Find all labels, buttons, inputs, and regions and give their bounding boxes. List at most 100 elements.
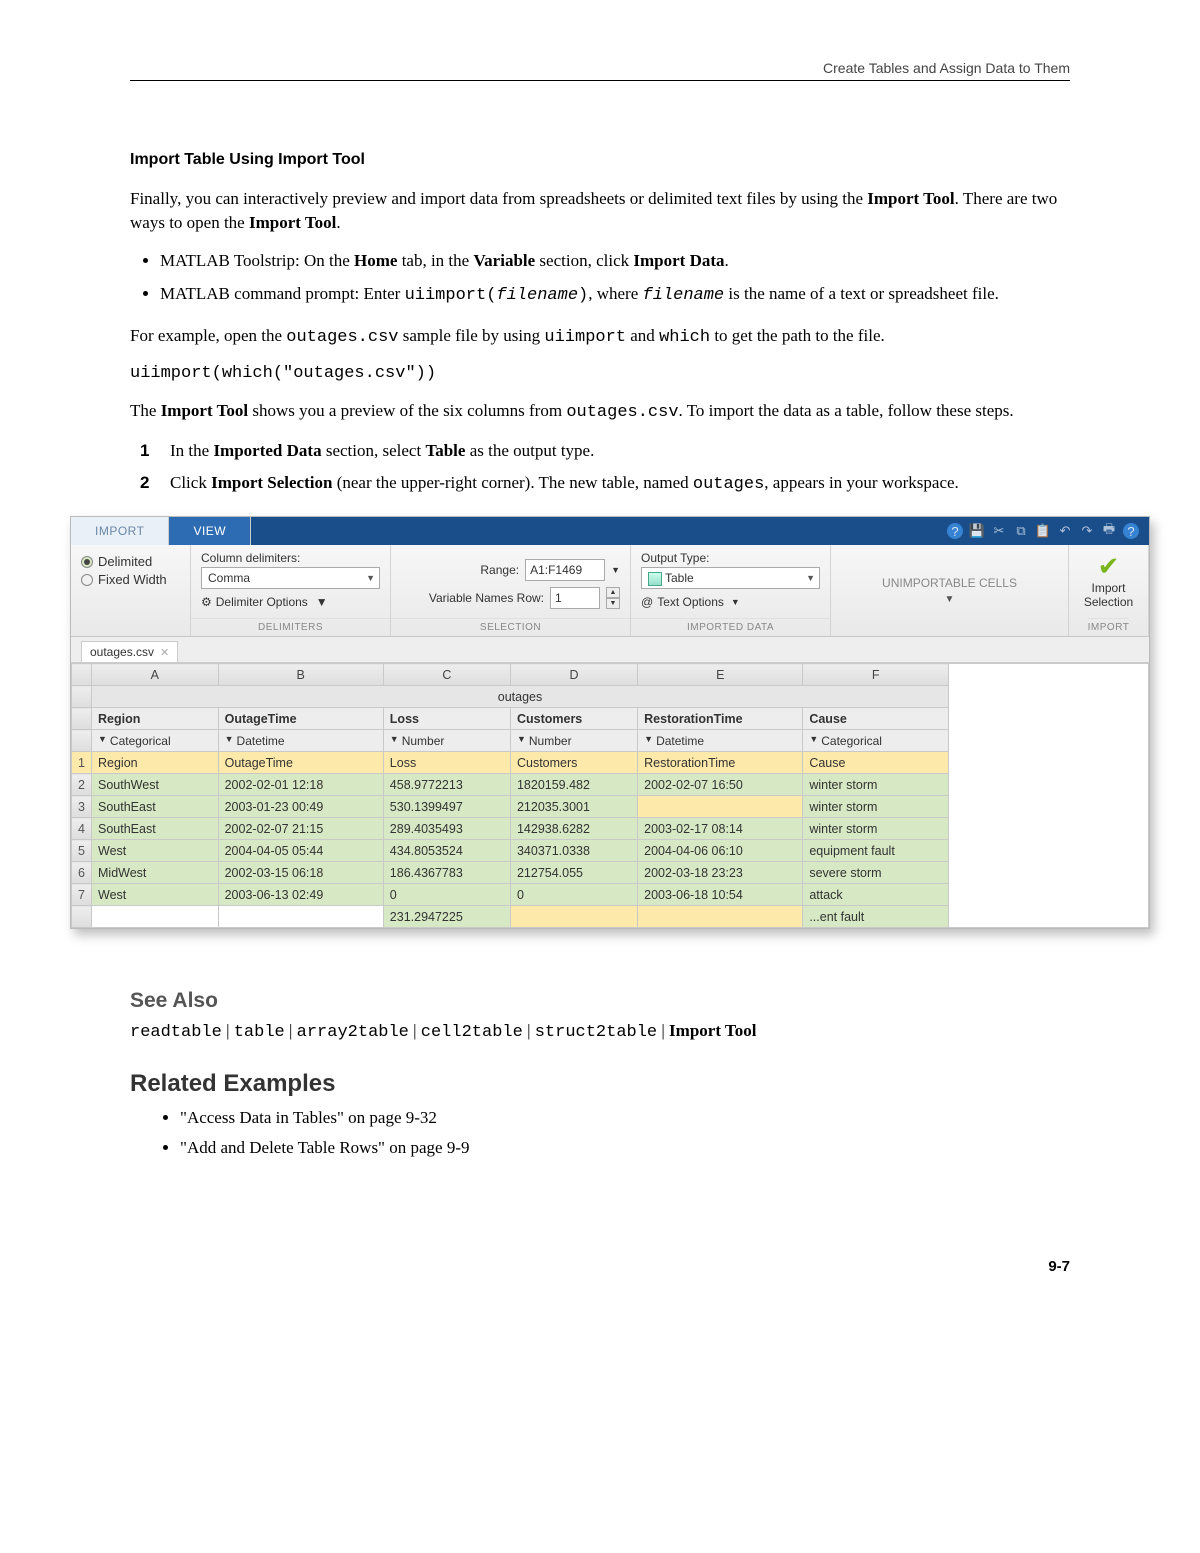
data-cell[interactable]: MidWest (92, 862, 219, 884)
section-title: Import Table Using Import Tool (130, 151, 1070, 169)
undo-icon[interactable]: ↶ (1057, 523, 1073, 539)
tab-import[interactable]: IMPORT (71, 517, 169, 545)
data-cell[interactable]: OutageTime (218, 752, 383, 774)
tab-view[interactable]: VIEW (169, 517, 251, 545)
type-dropdown[interactable]: ▼Categorical (803, 730, 949, 752)
output-type-label: Output Type: (641, 551, 820, 565)
col-delim-label: Column delimiters: (201, 551, 380, 565)
data-cell[interactable]: Customers (510, 752, 637, 774)
type-dropdown[interactable]: ▼Categorical (92, 730, 219, 752)
cut-icon[interactable]: ✂ (991, 523, 1007, 539)
data-cell[interactable]: Cause (803, 752, 949, 774)
data-cell[interactable]: severe storm (803, 862, 949, 884)
col-delim-dropdown[interactable]: Comma▼ (201, 567, 380, 589)
text-options-link[interactable]: @Text Options▼ (641, 595, 820, 609)
data-cell[interactable]: equipment fault (803, 840, 949, 862)
data-cell[interactable]: 0 (510, 884, 637, 906)
data-cell[interactable]: 2002-02-01 12:18 (218, 774, 383, 796)
file-tab[interactable]: outages.csv✕ (81, 641, 178, 662)
range-input[interactable]: A1:F1469 (525, 559, 605, 581)
related-link[interactable]: "Add and Delete Table Rows" on page 9-9 (180, 1138, 1070, 1158)
data-cell[interactable]: 340371.0338 (510, 840, 637, 862)
help-icon[interactable]: ? (947, 523, 963, 539)
redo-icon[interactable]: ↷ (1079, 523, 1095, 539)
help2-icon[interactable]: ? (1123, 523, 1139, 539)
data-cell[interactable]: 289.4035493 (383, 818, 510, 840)
type-dropdown[interactable]: ▼Datetime (638, 730, 803, 752)
data-cell[interactable]: 1820159.482 (510, 774, 637, 796)
type-dropdown[interactable]: ▼Number (510, 730, 637, 752)
copy-icon[interactable]: ⧉ (1013, 523, 1029, 539)
data-cell: 231.2947225 (383, 906, 510, 928)
var-header[interactable]: Loss (383, 708, 510, 730)
data-cell[interactable]: winter storm (803, 774, 949, 796)
data-cell[interactable]: SouthEast (92, 796, 219, 818)
row-number: 6 (72, 862, 92, 884)
import-selection-icon[interactable]: ✔ (1079, 551, 1138, 582)
data-cell[interactable]: 2002-03-18 23:23 (638, 862, 803, 884)
var-header[interactable]: Region (92, 708, 219, 730)
data-cell[interactable]: 2003-06-18 10:54 (638, 884, 803, 906)
data-cell[interactable]: SouthEast (92, 818, 219, 840)
data-cell[interactable]: West (92, 884, 219, 906)
data-cell[interactable]: 2002-02-07 16:50 (638, 774, 803, 796)
var-header[interactable]: Cause (803, 708, 949, 730)
ribbon-unimportable-group: UNIMPORTABLE CELLS ▼ (831, 545, 1069, 636)
import-selection-button[interactable]: Import Selection (1079, 582, 1138, 608)
radio-fixed-width[interactable]: Fixed Width (81, 572, 180, 587)
see-also-link[interactable]: Import Tool (669, 1021, 756, 1040)
output-type-dropdown[interactable]: Table▼ (641, 567, 820, 589)
data-cell[interactable]: 142938.6282 (510, 818, 637, 840)
data-cell[interactable]: 2002-03-15 06:18 (218, 862, 383, 884)
code-block-1: uiimport(which("outages.csv")) (130, 364, 1070, 383)
see-also-link[interactable]: readtable (130, 1023, 222, 1042)
save-icon[interactable]: 💾 (969, 523, 985, 539)
ribbon-filetype-group: Delimited Fixed Width (71, 545, 191, 636)
close-icon[interactable]: ✕ (160, 646, 169, 659)
delimiter-options-link[interactable]: ⚙Delimiter Options▼ (201, 595, 380, 609)
data-cell[interactable]: 2003-06-13 02:49 (218, 884, 383, 906)
data-cell[interactable]: 458.9772213 (383, 774, 510, 796)
data-cell[interactable]: winter storm (803, 796, 949, 818)
data-cell[interactable]: 530.1399497 (383, 796, 510, 818)
varnames-input[interactable]: 1 (550, 587, 600, 609)
at-icon: @ (641, 595, 653, 609)
data-cell[interactable]: 212754.055 (510, 862, 637, 884)
data-cell[interactable]: 0 (383, 884, 510, 906)
data-cell[interactable]: Loss (383, 752, 510, 774)
varnames-spinner[interactable]: ▲▼ (606, 587, 620, 609)
var-header[interactable]: OutageTime (218, 708, 383, 730)
data-cell[interactable]: Region (92, 752, 219, 774)
see-also-link[interactable]: struct2table (535, 1023, 657, 1042)
var-header[interactable]: Customers (510, 708, 637, 730)
data-cell[interactable]: West (92, 840, 219, 862)
data-cell[interactable]: attack (803, 884, 949, 906)
data-cell[interactable]: 186.4367783 (383, 862, 510, 884)
see-also-link[interactable]: array2table (297, 1023, 409, 1042)
paste-icon[interactable]: 📋 (1035, 523, 1051, 539)
data-cell[interactable]: 2003-02-17 08:14 (638, 818, 803, 840)
type-dropdown[interactable]: ▼Datetime (218, 730, 383, 752)
unimportable-dropdown-icon[interactable]: ▼ (882, 594, 1017, 605)
data-cell[interactable]: 434.8053524 (383, 840, 510, 862)
see-also-link[interactable]: cell2table (421, 1023, 523, 1042)
quick-access-toolbar: ? 💾 ✂ ⧉ 📋 ↶ ↷ 🖶 ? (947, 517, 1149, 545)
data-cell[interactable]: 2002-02-07 21:15 (218, 818, 383, 840)
data-cell[interactable]: 212035.3001 (510, 796, 637, 818)
data-cell[interactable]: 2004-04-06 06:10 (638, 840, 803, 862)
ribbon-selection-group: Range: A1:F1469 ▼ Variable Names Row: 1 … (391, 545, 631, 636)
data-cell (92, 906, 219, 928)
data-cell[interactable]: 2004-04-05 05:44 (218, 840, 383, 862)
related-link[interactable]: "Access Data in Tables" on page 9-32 (180, 1108, 1070, 1128)
data-cell[interactable]: SouthWest (92, 774, 219, 796)
see-also-link[interactable]: table (234, 1023, 285, 1042)
data-cell[interactable]: RestorationTime (638, 752, 803, 774)
print-icon[interactable]: 🖶 (1101, 523, 1117, 539)
radio-delimited[interactable]: Delimited (81, 554, 180, 569)
data-cell[interactable] (638, 796, 803, 818)
data-cell[interactable]: 2003-01-23 00:49 (218, 796, 383, 818)
para-2: For example, open the outages.csv sample… (130, 324, 1070, 350)
var-header[interactable]: RestorationTime (638, 708, 803, 730)
data-cell[interactable]: winter storm (803, 818, 949, 840)
type-dropdown[interactable]: ▼Number (383, 730, 510, 752)
